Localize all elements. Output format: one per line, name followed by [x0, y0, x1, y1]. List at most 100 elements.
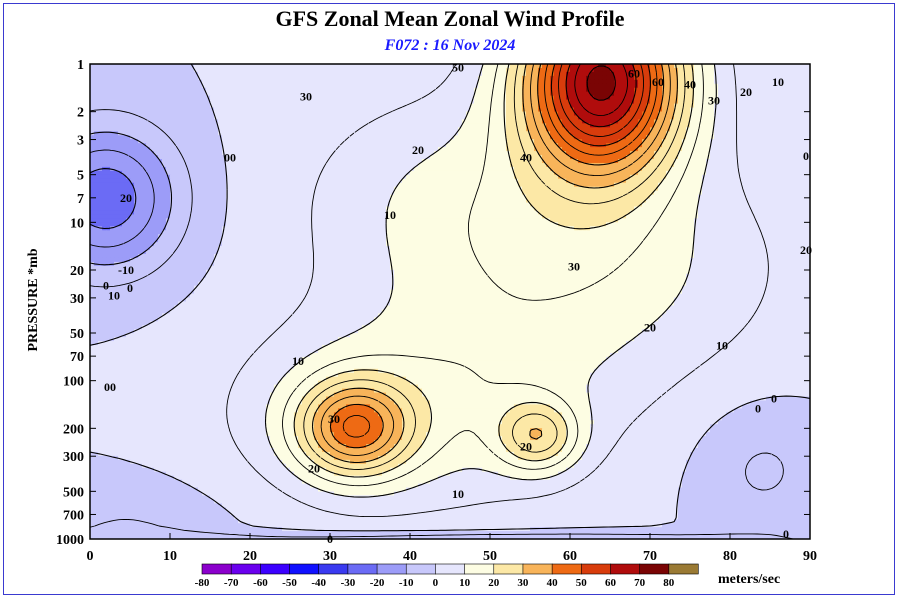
contour-cell: [398, 115, 403, 120]
contour-cell: [114, 68, 119, 73]
contour-cell: [106, 112, 111, 117]
contour-cell: [498, 131, 503, 136]
contour-cell: [754, 143, 759, 148]
contour-cell: [262, 151, 267, 156]
contour-cell: [230, 171, 235, 176]
contour-cell: [782, 131, 787, 136]
contour-cell: [518, 104, 523, 109]
contour-cell: [698, 135, 703, 140]
contour-cell: [278, 115, 283, 120]
contour-cell: [134, 119, 139, 124]
contour-cell: [382, 167, 387, 172]
contour-cell: [106, 147, 111, 152]
contour-cell: [406, 143, 411, 148]
contour-cell: [198, 92, 203, 97]
contour-cell: [306, 84, 311, 89]
contour-cell: [698, 163, 703, 168]
contour-cell: [98, 72, 103, 77]
contour-cell: [466, 80, 471, 85]
contour-cell: [238, 123, 243, 128]
contour-cell: [314, 171, 319, 176]
contour-cell: [130, 131, 135, 136]
contour-cell: [514, 155, 519, 160]
contour-cell: [482, 115, 487, 120]
contour-cell: [470, 163, 475, 168]
contour-cell: [338, 92, 343, 97]
contour-cell: [678, 108, 683, 113]
contour-cell: [274, 167, 279, 172]
contour-cell: [238, 171, 243, 176]
contour-cell: [350, 115, 355, 120]
contour-cell: [518, 167, 523, 172]
contour-cell: [798, 108, 803, 113]
contour-cell: [194, 96, 199, 101]
contour-cell: [678, 96, 683, 101]
contour-cell: [646, 155, 651, 160]
contour-cell: [762, 147, 767, 152]
contour-cell: [306, 139, 311, 144]
contour-cell: [534, 159, 539, 164]
contour-cell: [126, 72, 131, 77]
contour-cell: [418, 100, 423, 105]
contour-cell: [254, 108, 259, 113]
contour-cell: [158, 151, 163, 156]
contour-cell: [182, 127, 187, 132]
contour-cell: [510, 127, 515, 132]
contour-cell: [354, 123, 359, 128]
contour-cell: [198, 135, 203, 140]
contour-cell: [294, 115, 299, 120]
contour-cell: [214, 167, 219, 172]
contour-cell: [170, 155, 175, 160]
contour-cell: [570, 163, 575, 168]
contour-cell: [430, 108, 435, 113]
contour-cell: [478, 119, 483, 124]
contour-cell: [434, 108, 439, 113]
contour-cell: [142, 100, 147, 105]
contour-cell: [254, 84, 259, 89]
contour-cell: [142, 147, 147, 152]
contour-cell: [782, 167, 787, 172]
contour-cell: [426, 151, 431, 156]
contour-cell: [354, 80, 359, 85]
contour-cell: [714, 163, 719, 168]
contour-cell: [486, 80, 491, 85]
contour-cell: [154, 139, 159, 144]
contour-cell: [758, 127, 763, 132]
contour-cell: [190, 147, 195, 152]
contour-cell: [418, 112, 423, 117]
contour-cell: [286, 88, 291, 93]
contour-cell: [634, 151, 639, 156]
contour-cell: [442, 135, 447, 140]
contour-cell: [378, 127, 383, 132]
contour-cell: [518, 127, 523, 132]
contour-cell: [526, 139, 531, 144]
contour-cell: [554, 84, 559, 89]
contour-cell: [598, 76, 603, 81]
contour-cell: [690, 123, 695, 128]
contour-cell: [414, 112, 419, 117]
contour-cell: [478, 112, 483, 117]
contour-cell: [526, 96, 531, 101]
contour-cell: [786, 88, 791, 93]
contour-cell: [206, 76, 211, 81]
contour-cell: [302, 135, 307, 140]
contour-cell: [698, 104, 703, 109]
contour-cell: [398, 135, 403, 140]
contour-cell: [694, 92, 699, 97]
contour-cell: [130, 171, 135, 176]
contour-cell: [438, 167, 443, 172]
contour-cell: [398, 84, 403, 89]
contour-cell: [770, 167, 775, 172]
contour-cell: [306, 163, 311, 168]
contour-cell: [766, 143, 771, 148]
contour-cell: [458, 139, 463, 144]
contour-cell: [166, 151, 171, 156]
contour-cell: [318, 135, 323, 140]
contour-cell: [338, 112, 343, 117]
contour-cell: [306, 155, 311, 160]
contour-cell: [702, 131, 707, 136]
contour-cell: [234, 104, 239, 109]
contour-cell: [422, 112, 427, 117]
contour-cell: [610, 167, 615, 172]
contour-cell: [622, 131, 627, 136]
